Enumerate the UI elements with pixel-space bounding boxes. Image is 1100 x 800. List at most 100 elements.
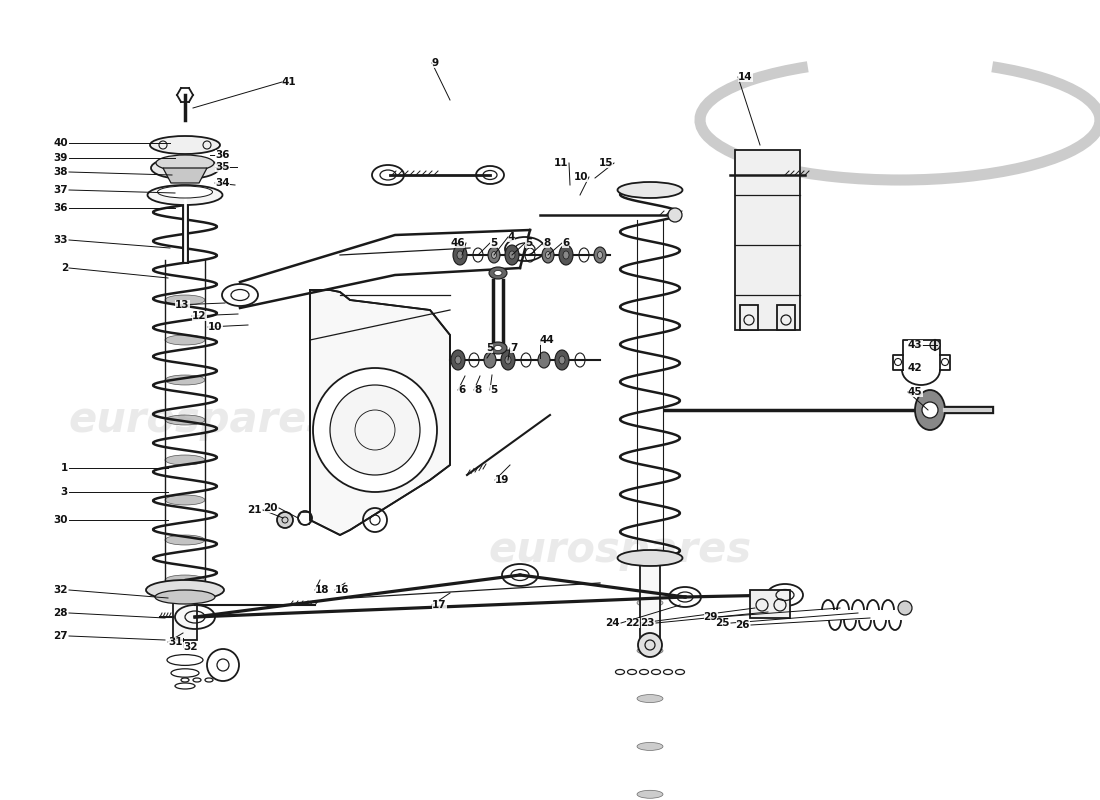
Text: 5: 5	[490, 238, 497, 248]
Text: 38: 38	[54, 167, 68, 177]
Text: 11: 11	[553, 158, 568, 168]
Text: 7: 7	[510, 343, 517, 353]
Text: 14: 14	[738, 72, 752, 82]
Bar	[735, 150, 800, 330]
Text: 6: 6	[458, 385, 465, 395]
Ellipse shape	[155, 590, 214, 604]
Bar	[173, 590, 197, 640]
Text: 4: 4	[508, 232, 516, 242]
Text: 46: 46	[450, 238, 465, 248]
Text: 24: 24	[605, 618, 620, 628]
Circle shape	[638, 633, 662, 657]
Text: 40: 40	[54, 138, 68, 148]
Circle shape	[330, 385, 420, 475]
Ellipse shape	[165, 455, 205, 465]
Ellipse shape	[490, 342, 507, 354]
Ellipse shape	[637, 742, 663, 750]
Ellipse shape	[151, 157, 219, 179]
Circle shape	[930, 340, 940, 350]
Text: 28: 28	[54, 608, 68, 618]
Text: 41: 41	[282, 77, 297, 87]
Text: 32: 32	[54, 585, 68, 595]
Ellipse shape	[915, 390, 945, 430]
Ellipse shape	[455, 356, 461, 364]
Polygon shape	[310, 290, 450, 535]
Bar	[750, 590, 790, 618]
Ellipse shape	[637, 599, 663, 607]
Text: 37: 37	[54, 185, 68, 195]
Circle shape	[314, 368, 437, 492]
Ellipse shape	[505, 245, 519, 265]
Text: 5: 5	[490, 385, 497, 395]
Text: 15: 15	[598, 158, 613, 168]
Ellipse shape	[597, 251, 603, 258]
Ellipse shape	[156, 155, 214, 171]
Ellipse shape	[147, 185, 222, 205]
Ellipse shape	[637, 551, 663, 559]
Text: 31: 31	[168, 637, 183, 647]
Text: 32: 32	[183, 642, 198, 652]
Ellipse shape	[538, 352, 550, 368]
Bar	[777, 305, 795, 330]
Ellipse shape	[165, 335, 205, 345]
Ellipse shape	[490, 267, 507, 279]
Ellipse shape	[617, 182, 682, 198]
Ellipse shape	[451, 350, 465, 370]
Ellipse shape	[165, 535, 205, 545]
Ellipse shape	[146, 580, 224, 600]
Ellipse shape	[546, 251, 550, 258]
Text: 22: 22	[626, 618, 640, 628]
Ellipse shape	[556, 350, 569, 370]
Text: eurospares: eurospares	[488, 529, 751, 571]
Ellipse shape	[637, 694, 663, 702]
Text: 45: 45	[908, 387, 923, 397]
Text: 5: 5	[525, 238, 532, 248]
Text: 42: 42	[908, 363, 923, 373]
Text: 21: 21	[248, 505, 262, 515]
Text: 5: 5	[486, 343, 493, 353]
Text: 39: 39	[54, 153, 68, 163]
Text: 1: 1	[60, 463, 68, 473]
Text: 17: 17	[432, 600, 447, 610]
Text: 18: 18	[315, 585, 330, 595]
Circle shape	[898, 601, 912, 615]
Text: 8: 8	[474, 385, 482, 395]
Text: 35: 35	[214, 162, 230, 172]
Ellipse shape	[488, 247, 501, 263]
Text: 8: 8	[543, 238, 550, 248]
Text: 27: 27	[54, 631, 68, 641]
Text: 12: 12	[192, 311, 207, 321]
Ellipse shape	[617, 550, 682, 566]
Ellipse shape	[637, 646, 663, 654]
Ellipse shape	[165, 415, 205, 425]
Text: 9: 9	[432, 58, 439, 68]
Ellipse shape	[559, 356, 565, 364]
Text: 10: 10	[573, 172, 588, 182]
Text: 36: 36	[214, 150, 230, 160]
Circle shape	[277, 512, 293, 528]
Text: 36: 36	[54, 203, 68, 213]
Ellipse shape	[456, 251, 463, 259]
Text: 44: 44	[540, 335, 554, 345]
Bar	[640, 560, 660, 640]
Text: 26: 26	[736, 620, 750, 630]
Ellipse shape	[505, 356, 512, 364]
Text: 20: 20	[264, 503, 278, 513]
Ellipse shape	[453, 245, 468, 265]
Text: 25: 25	[715, 618, 730, 628]
Text: 34: 34	[214, 178, 230, 188]
Ellipse shape	[494, 270, 502, 275]
Ellipse shape	[165, 495, 205, 505]
Circle shape	[922, 402, 938, 418]
Ellipse shape	[484, 352, 496, 368]
Text: 6: 6	[562, 238, 570, 248]
Ellipse shape	[563, 251, 569, 259]
Ellipse shape	[594, 247, 606, 263]
Ellipse shape	[492, 251, 496, 258]
Text: 16: 16	[336, 585, 350, 595]
Ellipse shape	[150, 136, 220, 154]
Text: 10: 10	[208, 322, 222, 332]
Text: 23: 23	[640, 618, 654, 628]
Text: 19: 19	[495, 475, 509, 485]
Text: 2: 2	[60, 263, 68, 273]
